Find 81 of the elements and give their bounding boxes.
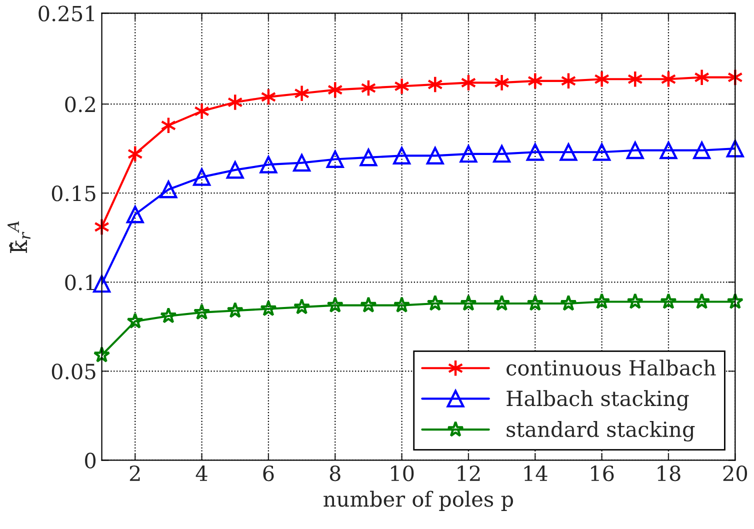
point (160, 180, 178, 198)
point (127, 145, 143, 163)
point (226, 302, 244, 318)
x-tick-label: 4 (196, 465, 208, 481)
legend-label: Halbach stacking (506, 390, 689, 411)
point (593, 292, 610, 310)
legend-label: continuous Halbach (506, 360, 716, 376)
point (426, 294, 444, 311)
point (494, 74, 510, 92)
y-tick-label: 0.251 (38, 6, 94, 22)
y-tick-label: 0 (85, 452, 96, 468)
legend-label: standard stacking (506, 421, 695, 442)
y-tick-label: 0.15 (52, 186, 96, 202)
point (227, 94, 243, 112)
x-tick-label: 18 (658, 465, 680, 482)
y-tick-label: 0.2 (65, 96, 95, 112)
point (293, 154, 311, 172)
point (293, 298, 310, 314)
point (594, 70, 610, 88)
point (493, 294, 510, 311)
point (160, 116, 176, 134)
point (427, 76, 443, 94)
point (626, 142, 644, 160)
point (426, 146, 444, 164)
y-axis-title: k̄̂$_{r}$$^{A}$ (8, 221, 30, 253)
point (326, 150, 344, 168)
point (560, 143, 578, 161)
point (327, 81, 343, 99)
point (694, 68, 710, 86)
point (93, 346, 110, 362)
point (193, 304, 210, 320)
point (360, 79, 376, 97)
point (194, 102, 210, 120)
point (560, 72, 576, 90)
point (626, 292, 644, 310)
x-tick-label: 8 (330, 465, 340, 482)
point (460, 74, 476, 92)
point (726, 292, 744, 310)
point (193, 168, 211, 186)
point (294, 84, 310, 102)
point (527, 72, 543, 90)
point (693, 142, 711, 160)
point (360, 296, 377, 313)
x-tick-label: 10 (391, 465, 414, 482)
x-axis-title: number of poles p (324, 490, 514, 511)
point (660, 142, 678, 160)
x-tick-label: 6 (263, 465, 274, 482)
point (526, 143, 544, 161)
y-tick-label: 0.1 (65, 274, 94, 290)
point (593, 143, 611, 161)
point (560, 294, 577, 311)
point (393, 146, 411, 164)
x-tick-label: 14 (524, 465, 548, 481)
point (93, 275, 111, 293)
point (160, 307, 177, 324)
point (94, 218, 110, 236)
point (260, 88, 276, 106)
point (727, 68, 743, 86)
point (460, 294, 477, 311)
x-tick-label: 16 (591, 465, 614, 482)
point (394, 77, 410, 95)
point (126, 206, 144, 224)
x-tick-label: 20 (723, 465, 748, 482)
y-tick-label: 0.05 (52, 364, 96, 380)
point (693, 292, 710, 310)
x-tick-label: 2 (130, 465, 140, 481)
x-tick-label: 12 (458, 465, 480, 481)
point (360, 148, 378, 166)
point (726, 140, 744, 158)
point (460, 145, 478, 163)
point (260, 156, 278, 174)
point (393, 296, 410, 313)
point (526, 294, 544, 311)
point (126, 312, 144, 329)
point (260, 300, 277, 316)
point (627, 70, 643, 88)
point (660, 292, 677, 310)
point (326, 296, 344, 313)
point (493, 145, 511, 163)
point (226, 161, 244, 179)
point (660, 70, 676, 88)
